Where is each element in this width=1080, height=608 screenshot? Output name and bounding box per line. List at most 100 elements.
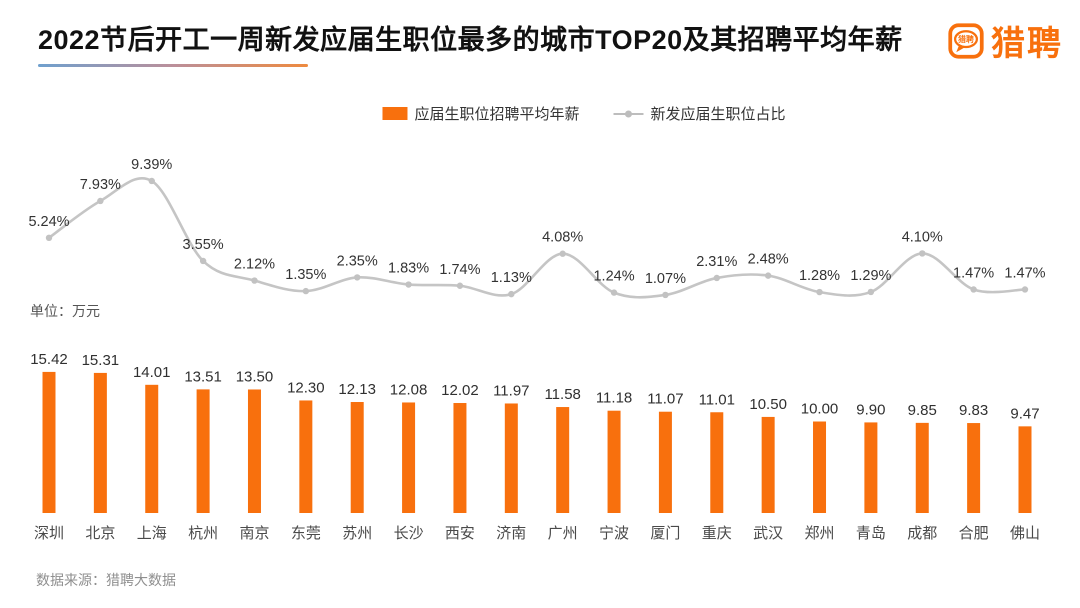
salary-label-佛山: 9.47	[1010, 405, 1039, 422]
page-title: 2022节后开工一周新发应届生职位最多的城市TOP20及其招聘平均年薪	[38, 25, 903, 55]
city-label-广州: 广州	[548, 525, 578, 542]
share-label-佛山: 1.47%	[1004, 265, 1045, 281]
line-point-青岛	[867, 288, 875, 296]
line-point-东莞	[302, 287, 310, 295]
share-label-郑州: 1.28%	[799, 268, 840, 284]
liepin-bubble-text: 猎聘	[958, 34, 974, 44]
bar-厦门	[658, 411, 672, 513]
salary-label-西安: 12.02	[441, 382, 479, 399]
bar-上海	[145, 384, 159, 513]
salary-label-南京: 13.50	[236, 368, 274, 385]
line-marker-icon	[613, 110, 644, 117]
salary-label-郑州: 10.00	[801, 401, 839, 418]
salary-label-青岛: 9.90	[856, 401, 885, 418]
line-point-北京	[97, 197, 104, 205]
bar-杭州	[196, 389, 210, 513]
share-label-宁波: 1.24%	[593, 269, 634, 285]
bar-宁波	[607, 410, 621, 513]
line-point-长沙	[405, 281, 412, 288]
city-label-西安: 西安	[445, 525, 475, 542]
line-point-厦门	[662, 291, 669, 299]
line-point-武汉	[764, 272, 772, 279]
line-point-上海	[148, 177, 155, 185]
bar-武汉	[761, 416, 775, 513]
city-label-青岛: 青岛	[856, 525, 886, 542]
bar-成都	[915, 422, 929, 513]
liepin-logo: 猎聘 猎聘	[948, 16, 1063, 65]
share-label-东莞: 1.35%	[285, 267, 326, 283]
share-label-北京: 7.93%	[80, 177, 121, 193]
city-label-宁波: 宁波	[599, 525, 629, 542]
city-label-南京: 南京	[239, 525, 269, 542]
bar-合肥	[967, 423, 981, 513]
line-point-西安	[456, 282, 464, 289]
liepin-logo-icon: 猎聘	[948, 22, 984, 59]
city-label-东莞: 东莞	[291, 525, 321, 542]
bar-青岛	[864, 422, 878, 513]
city-label-杭州: 杭州	[188, 525, 218, 542]
city-label-厦门: 厦门	[650, 525, 680, 542]
city-label-重庆: 重庆	[702, 525, 732, 542]
salary-label-北京: 15.31	[82, 352, 120, 369]
title-underline	[38, 64, 308, 67]
share-label-武汉: 2.48%	[748, 252, 789, 268]
share-label-广州: 4.08%	[542, 230, 583, 246]
salary-label-东莞: 12.30	[287, 379, 325, 396]
salary-label-上海: 14.01	[133, 364, 171, 381]
bar-深圳	[42, 371, 56, 513]
line-point-苏州	[354, 274, 361, 281]
salary-label-济南: 11.97	[493, 382, 529, 399]
city-label-上海: 上海	[137, 525, 167, 542]
line-point-深圳	[45, 234, 53, 242]
data-source: 数据来源：猎聘大数据	[36, 572, 176, 588]
salary-label-长沙: 12.08	[390, 381, 428, 398]
legend-item-share: 新发应届生职位占比	[613, 103, 786, 124]
line-point-佛山	[1021, 286, 1029, 293]
city-label-郑州: 郑州	[805, 525, 835, 542]
bar-东莞	[299, 400, 313, 513]
legend-share-label: 新发应届生职位占比	[650, 106, 786, 123]
bar-广州	[556, 407, 570, 513]
share-label-青岛: 1.29%	[850, 268, 891, 284]
line-point-济南	[508, 290, 515, 298]
share-label-南京: 2.12%	[234, 257, 275, 273]
combo-bar-line-chart: 5.24% 15.42 深圳 7.93% 15.31 北京 9.39% 14.01 上海 3.55…	[28, 157, 1045, 542]
share-label-苏州: 2.35%	[337, 253, 378, 269]
bar-北京	[93, 372, 107, 513]
share-label-上海: 9.39%	[131, 157, 172, 173]
city-label-佛山: 佛山	[1010, 525, 1040, 542]
city-label-苏州: 苏州	[342, 525, 372, 542]
salary-label-成都: 9.85	[908, 402, 937, 419]
city-label-武汉: 武汉	[753, 525, 783, 542]
share-label-杭州: 3.55%	[183, 237, 224, 253]
bar-郑州	[813, 421, 827, 513]
bar-济南	[504, 403, 518, 513]
share-label-成都: 4.10%	[902, 229, 943, 245]
salary-label-深圳: 15.42	[30, 351, 68, 368]
line-point-广州	[559, 250, 566, 257]
share-label-深圳: 5.24%	[28, 214, 69, 230]
bar-苏州	[350, 402, 364, 513]
share-label-合肥: 1.47%	[953, 265, 994, 281]
share-label-厦门: 1.07%	[645, 271, 686, 287]
city-label-合肥: 合肥	[959, 525, 989, 542]
city-label-深圳: 深圳	[34, 525, 64, 542]
share-label-重庆: 2.31%	[696, 254, 737, 270]
city-label-济南: 济南	[496, 525, 526, 542]
bar-长沙	[402, 402, 416, 513]
line-point-合肥	[970, 286, 977, 293]
city-label-成都: 成都	[907, 525, 937, 542]
line-point-重庆	[713, 274, 720, 282]
salary-label-武汉: 10.50	[749, 396, 787, 413]
bar-西安	[453, 403, 467, 513]
share-label-济南: 1.13%	[491, 270, 532, 286]
bar-swatch-icon	[382, 107, 408, 120]
line-point-杭州	[199, 257, 207, 265]
city-label-长沙: 长沙	[394, 525, 424, 542]
liepin-wordmark: 猎聘	[991, 25, 1063, 63]
salary-label-重庆: 11.01	[699, 391, 735, 408]
line-point-南京	[251, 277, 258, 284]
share-label-长沙: 1.83%	[388, 261, 429, 277]
share-label-西安: 1.74%	[439, 262, 480, 278]
